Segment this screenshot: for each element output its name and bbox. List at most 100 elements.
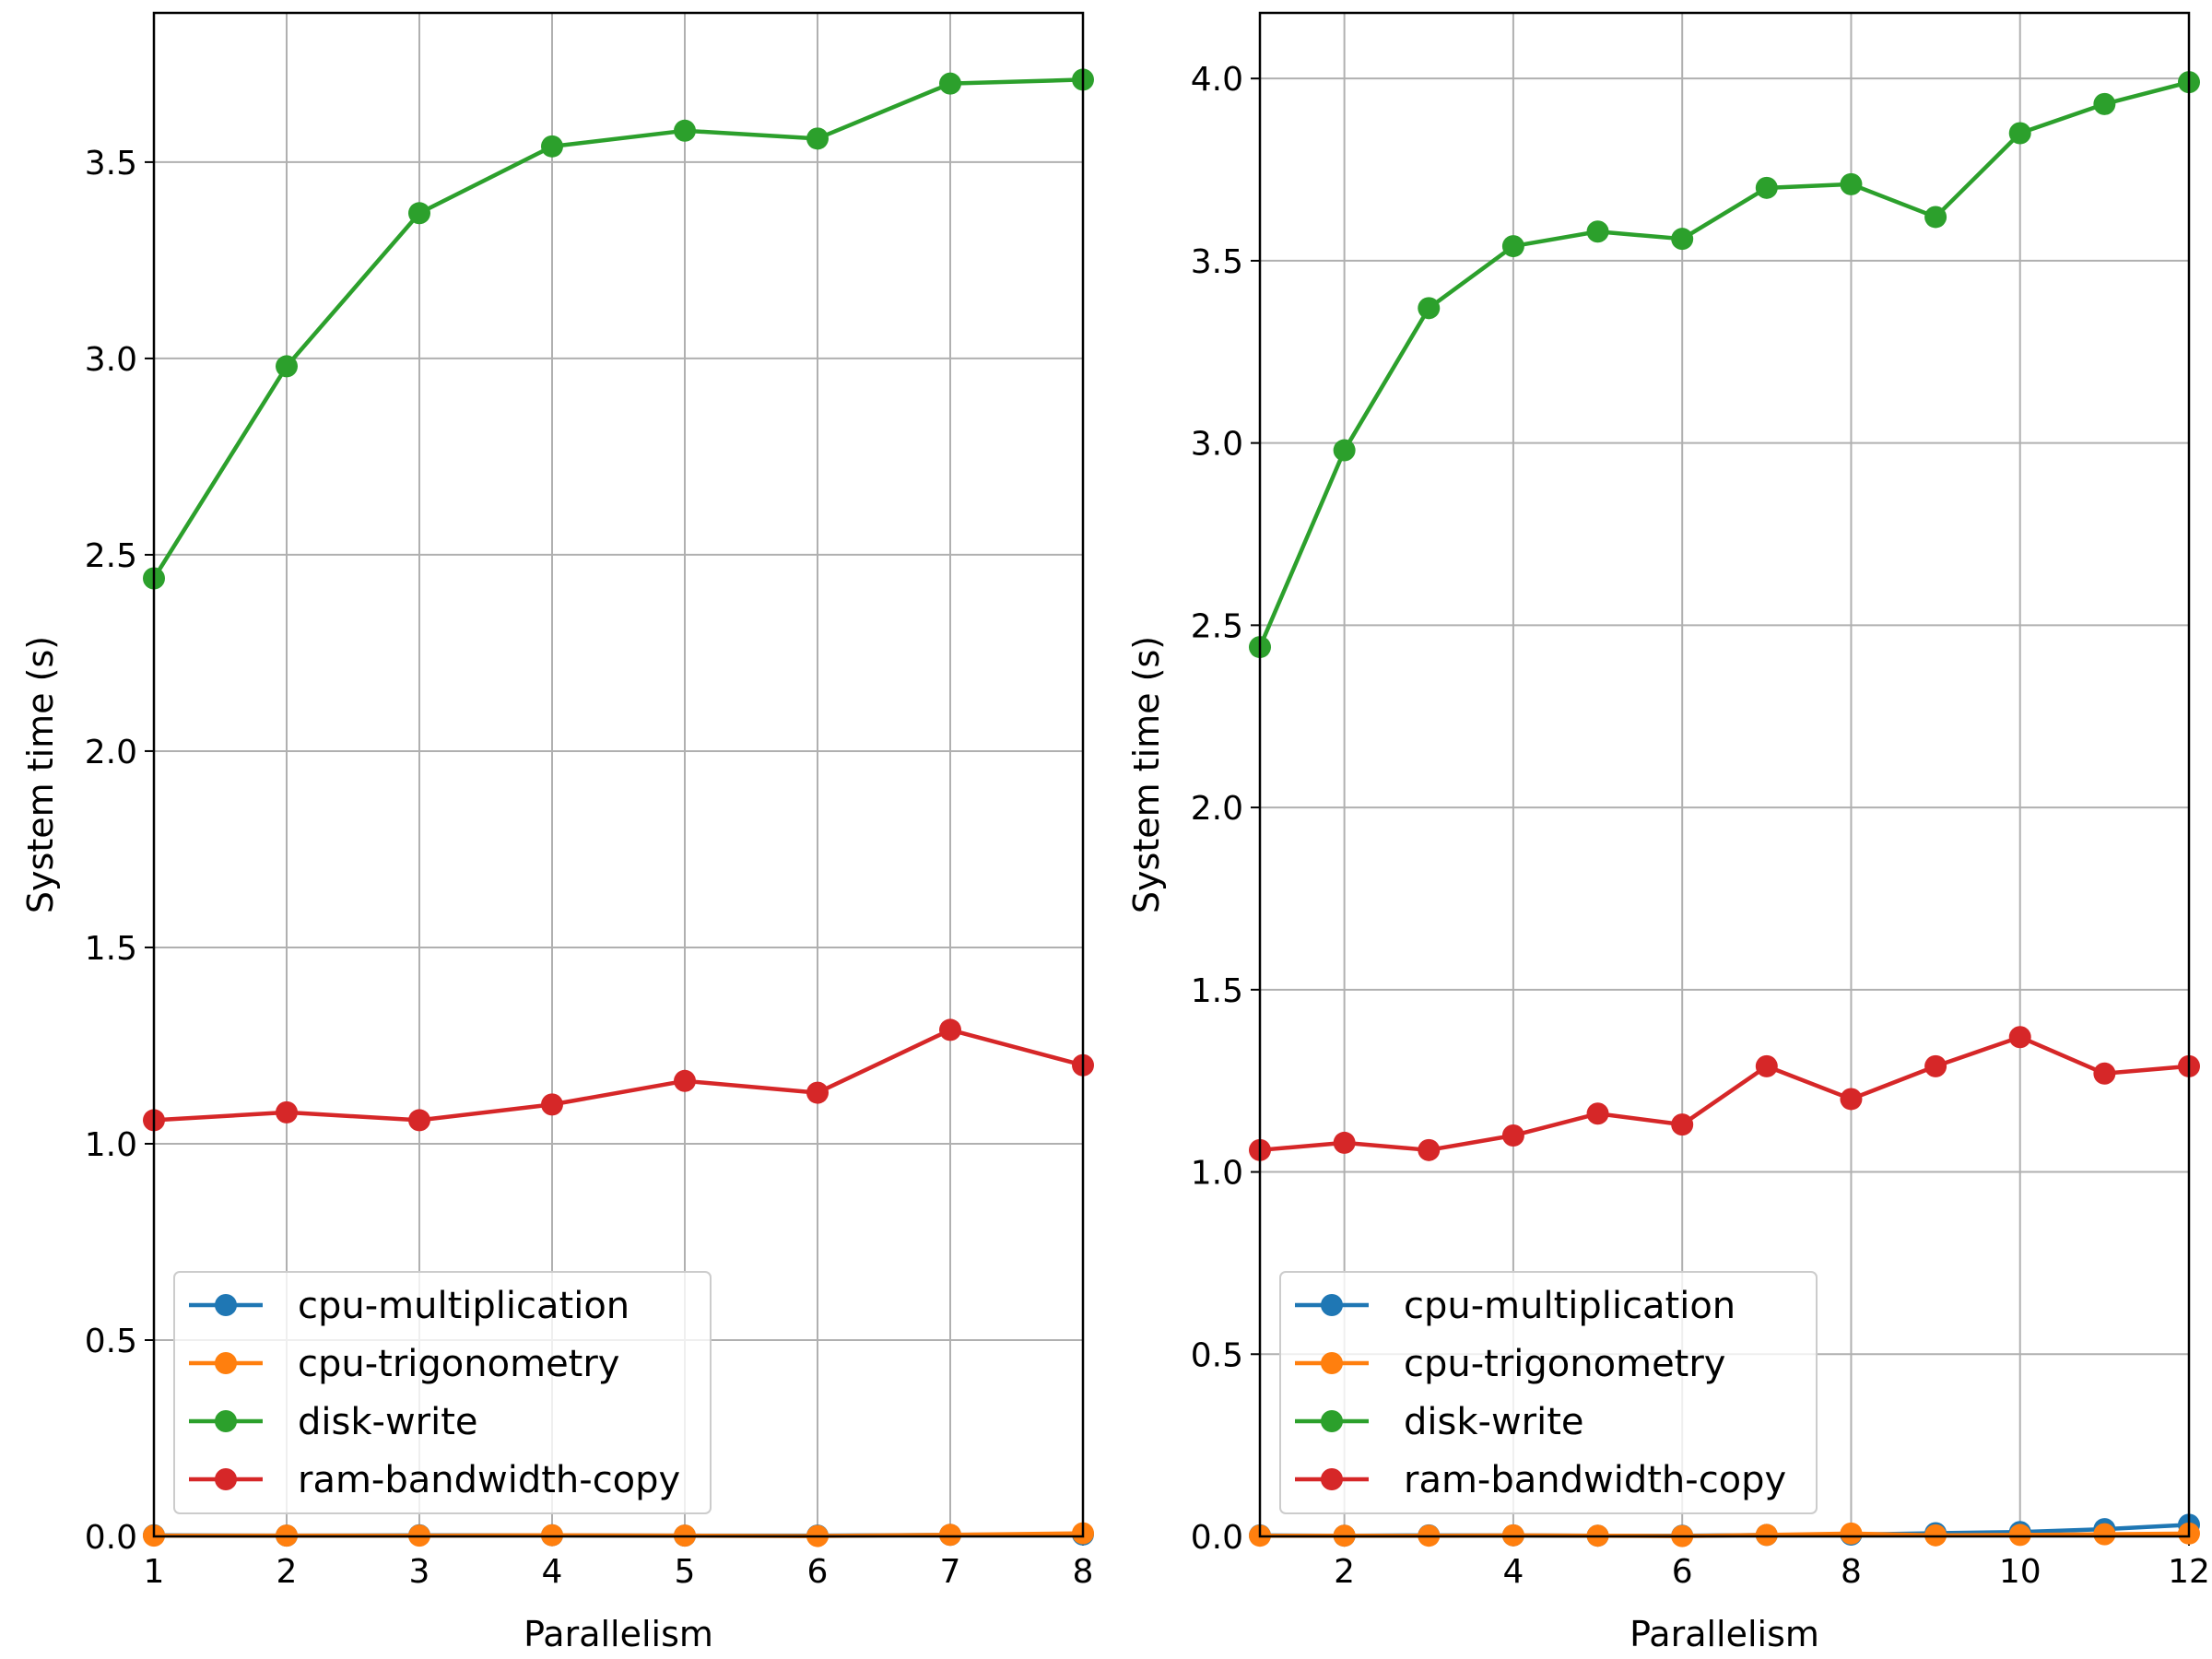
data-point-ram-bandwidth-copy (2093, 1062, 2116, 1085)
data-point-ram-bandwidth-copy (1586, 1102, 1609, 1125)
data-point-disk-write (939, 72, 961, 95)
x-tick-label: 5 (675, 1553, 696, 1591)
series-line-ram-bandwidth-copy (1259, 1034, 2190, 1153)
data-point-ram-bandwidth-copy (1755, 1054, 1778, 1077)
data-point-disk-write (806, 127, 829, 150)
data-point-disk-write (1840, 172, 1863, 195)
y-axis-label: System time (s) (20, 636, 61, 913)
x-tick-label: 4 (542, 1553, 563, 1591)
y-tick-label: 0.0 (85, 1519, 137, 1557)
y-tick-label: 4.0 (1191, 61, 1243, 99)
legend-marker-cpu-trigonometry (1321, 1352, 1343, 1374)
data-point-cpu-trigonometry (2008, 1524, 2031, 1547)
data-point-cpu-trigonometry (939, 1524, 961, 1547)
data-point-disk-write (1418, 297, 1441, 320)
legend-label-ram-bandwidth-copy: ram-bandwidth-copy (1404, 1459, 1786, 1501)
data-point-disk-write (1755, 176, 1778, 199)
x-axis-label: Parallelism (1630, 1614, 1819, 1654)
series-line-ram-bandwidth-copy (153, 1028, 1084, 1123)
x-tick-label: 2 (1334, 1553, 1355, 1591)
y-tick-label: 3.5 (85, 145, 137, 182)
data-point-ram-bandwidth-copy (674, 1069, 696, 1092)
x-tick-label: 3 (409, 1553, 430, 1591)
y-tick-label: 2.0 (1191, 790, 1243, 828)
x-tick-label: 6 (807, 1553, 829, 1591)
legend-marker-disk-write (1321, 1410, 1343, 1432)
data-point-ram-bandwidth-copy (276, 1100, 298, 1124)
data-point-ram-bandwidth-copy (1924, 1054, 1947, 1077)
y-tick-label: 1.0 (85, 1126, 137, 1164)
legend: cpu-multiplication cpu-trigonometry disk-w… (1279, 1271, 1818, 1514)
legend-label-disk-write: disk-write (1404, 1401, 1584, 1443)
x-tick-label: 7 (940, 1553, 961, 1591)
chart-panel-2: 2 4 6 8 10 12 0.0 0.5 1.0 1.5 2.0 2.5 3.0 3.5 4.0 Paral… (1126, 11, 2210, 1654)
data-point-disk-write (1333, 439, 1356, 462)
x-tick-label: 6 (1672, 1553, 1693, 1591)
data-point-ram-bandwidth-copy (2008, 1026, 2031, 1049)
y-tick-label: 0.0 (1191, 1519, 1243, 1557)
legend-marker-cpu-multiplication (1321, 1294, 1343, 1316)
legend-label-ram-bandwidth-copy: ram-bandwidth-copy (298, 1459, 680, 1501)
y-tick-label: 2.5 (85, 537, 137, 575)
legend-marker-ram-bandwidth-copy (1321, 1468, 1343, 1490)
data-point-disk-write (408, 202, 430, 225)
data-point-disk-write (2093, 92, 2116, 115)
x-tick-label: 10 (1999, 1553, 2041, 1591)
y-tick-label: 3.0 (85, 341, 137, 379)
y-tick-label: 3.5 (1191, 243, 1243, 281)
data-point-disk-write (276, 355, 298, 378)
legend-box (173, 1271, 712, 1514)
data-point-ram-bandwidth-copy (806, 1081, 829, 1104)
data-point-disk-write (674, 119, 696, 142)
data-point-ram-bandwidth-copy (1671, 1113, 1694, 1136)
legend-label-disk-write: disk-write (298, 1401, 478, 1443)
x-tick-label: 1 (144, 1553, 165, 1591)
y-tick-label: 0.5 (85, 1323, 137, 1360)
legend-label-cpu-multiplication: cpu-multiplication (298, 1285, 629, 1327)
data-point-cpu-trigonometry (1840, 1522, 1863, 1545)
chart-panel-1: 1 2 3 4 5 6 7 8 0.0 0.5 1.0 1.5 2.0 2.5 3.0 3.5 Parallel… (20, 11, 1094, 1654)
x-tick-label: 4 (1502, 1553, 1524, 1591)
data-point-ram-bandwidth-copy (1501, 1124, 1524, 1147)
y-tick-label: 0.5 (1191, 1336, 1243, 1374)
legend-marker-ram-bandwidth-copy (215, 1468, 237, 1490)
data-point-disk-write (541, 135, 563, 158)
data-point-disk-write (2008, 122, 2031, 145)
legend-marker-cpu-multiplication (215, 1294, 237, 1316)
legend: cpu-multiplication cpu-trigonometry disk-w… (173, 1271, 712, 1514)
legend-box (1279, 1271, 1818, 1514)
x-axis-label: Parallelism (524, 1614, 713, 1654)
data-point-ram-bandwidth-copy (408, 1109, 430, 1132)
data-point-ram-bandwidth-copy (939, 1018, 961, 1041)
data-point-disk-write (1586, 220, 1609, 243)
y-tick-label: 3.0 (1191, 426, 1243, 464)
data-point-cpu-trigonometry (1755, 1524, 1778, 1547)
data-point-ram-bandwidth-copy (541, 1093, 563, 1116)
legend-label-cpu-multiplication: cpu-multiplication (1404, 1285, 1735, 1327)
x-tick-label: 8 (1841, 1553, 1862, 1591)
y-axis-label: System time (s) (1126, 636, 1167, 913)
legend-label-cpu-trigonometry: cpu-trigonometry (1404, 1343, 1725, 1385)
legend-marker-cpu-trigonometry (215, 1352, 237, 1374)
data-point-cpu-trigonometry (2093, 1523, 2116, 1546)
y-tick-label: 1.5 (85, 930, 137, 968)
x-tick-label: 8 (1073, 1553, 1094, 1591)
data-point-disk-write (1671, 228, 1694, 251)
series-line-disk-write (152, 77, 1084, 580)
axes-frame (1258, 11, 2191, 1538)
legend-marker-disk-write (215, 1410, 237, 1432)
data-point-cpu-trigonometry (541, 1524, 563, 1547)
series-line-disk-write (1257, 79, 2190, 648)
legend-label-cpu-trigonometry: cpu-trigonometry (298, 1343, 619, 1385)
data-point-ram-bandwidth-copy (1333, 1131, 1356, 1154)
data-point-disk-write (1924, 206, 1947, 229)
data-point-ram-bandwidth-copy (1840, 1088, 1863, 1111)
y-tick-label: 2.5 (1191, 607, 1243, 645)
x-tick-label: 12 (2168, 1553, 2210, 1591)
y-tick-label: 1.0 (1191, 1155, 1243, 1193)
data-point-disk-write (1501, 235, 1524, 258)
y-tick-label: 1.5 (1191, 972, 1243, 1010)
data-point-ram-bandwidth-copy (1418, 1138, 1441, 1161)
y-tick-label: 2.0 (85, 734, 137, 771)
